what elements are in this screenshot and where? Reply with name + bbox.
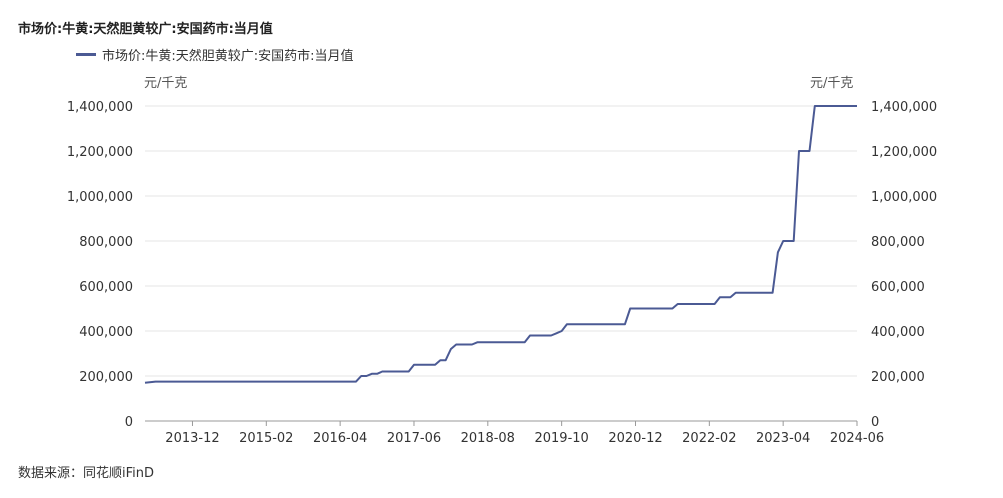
- y-tick-label-left: 600,000: [79, 280, 133, 295]
- x-tick-label: 2022-02: [682, 431, 736, 446]
- y-tick-label-left: 800,000: [79, 235, 133, 250]
- y-tick-label-left: 200,000: [79, 370, 133, 385]
- legend-line-swatch: [76, 53, 96, 56]
- x-tick-label: 2015-02: [239, 431, 293, 446]
- y-axis-unit-right: 元/千克: [810, 76, 854, 91]
- y-tick-label-right: 600,000: [871, 280, 925, 295]
- y-tick-label-right: 400,000: [871, 325, 925, 340]
- data-source: 数据来源：同花顺iFinD: [18, 466, 155, 481]
- y-tick-label-right: 1,200,000: [871, 145, 937, 160]
- y-tick-label-right: 800,000: [871, 235, 925, 250]
- series-line: [144, 105, 857, 384]
- x-tick-label: 2018-08: [461, 431, 515, 446]
- y-tick-label-right: 1,400,000: [871, 100, 937, 115]
- x-tick-label: 2024-06: [830, 431, 884, 446]
- x-tick-label: 2017-06: [387, 431, 441, 446]
- legend-label: 市场价:牛黄:天然胆黄较广:安国药市:当月值: [102, 49, 354, 64]
- y-tick-label-right: 200,000: [871, 370, 925, 385]
- x-tick-label: 2020-12: [608, 431, 662, 446]
- y-tick-label-right: 0: [871, 415, 879, 430]
- y-tick-label-left: 1,400,000: [67, 100, 133, 115]
- y-tick-label-left: 1,000,000: [67, 190, 133, 205]
- y-axis-unit-left: 元/千克: [144, 76, 188, 91]
- chart-title: 市场价:牛黄:天然胆黄较广:安国药市:当月值: [18, 22, 273, 37]
- x-tick-label: 2019-10: [534, 431, 588, 446]
- y-tick-label-left: 0: [125, 415, 133, 430]
- y-tick-label-right: 1,000,000: [871, 190, 937, 205]
- y-tick-label-left: 1,200,000: [67, 145, 133, 160]
- x-tick-label: 2023-04: [756, 431, 810, 446]
- chart-legend: 市场价:牛黄:天然胆黄较广:安国药市:当月值: [76, 45, 354, 64]
- x-tick-label: 2016-04: [313, 431, 367, 446]
- x-tick-label: 2013-12: [165, 431, 219, 446]
- y-tick-label-left: 400,000: [79, 325, 133, 340]
